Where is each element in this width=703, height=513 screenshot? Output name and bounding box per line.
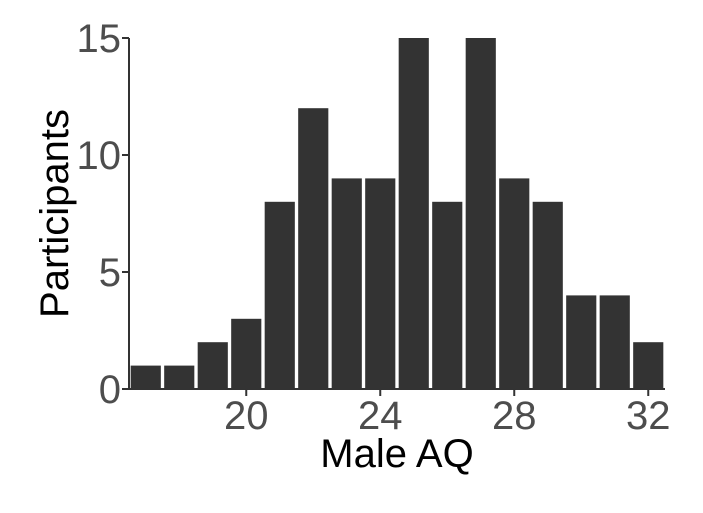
x-axis-ticks: 20 24 28 32 [224, 389, 671, 438]
bar-32 [633, 342, 664, 389]
y-tick-label-0: 0 [99, 368, 121, 412]
bar-21 [264, 201, 295, 389]
bar-29 [532, 201, 563, 389]
bar-31 [599, 295, 630, 389]
bar-30 [566, 295, 597, 389]
y-tick-label-5: 5 [99, 251, 121, 295]
bar-27 [465, 38, 496, 389]
bar-23 [331, 178, 362, 389]
bar-25 [398, 38, 429, 389]
x-tick-label-28: 28 [492, 394, 537, 438]
bar-24 [365, 178, 396, 389]
x-tick-label-24: 24 [358, 394, 403, 438]
bars-group [130, 38, 664, 389]
y-axis-ticks: 0 5 10 15 [77, 17, 129, 412]
bar-17 [130, 365, 161, 389]
x-tick-label-20: 20 [224, 394, 269, 438]
y-axis-title: Participants [33, 109, 77, 318]
bar-19 [197, 342, 228, 389]
x-axis-title: Male AQ [320, 432, 473, 476]
bar-18 [164, 365, 195, 389]
y-tick-label-10: 10 [77, 134, 122, 178]
bar-22 [298, 108, 329, 389]
bar-28 [499, 178, 530, 389]
bar-20 [231, 318, 262, 389]
bar-26 [432, 201, 463, 389]
y-tick-label-15: 15 [77, 17, 122, 61]
x-tick-label-32: 32 [626, 394, 671, 438]
